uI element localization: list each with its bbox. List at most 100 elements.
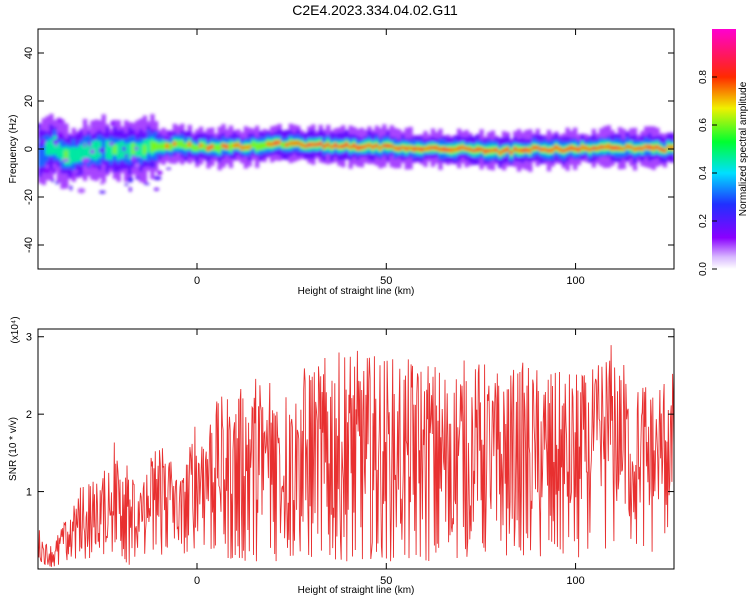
heatmap-cell xyxy=(183,143,189,150)
heatmap-cell xyxy=(561,149,567,152)
heatmap-cell xyxy=(520,149,525,152)
heatmap-cell xyxy=(621,147,626,151)
heatmap-cell xyxy=(131,142,136,155)
heatmap-cell xyxy=(299,142,305,147)
heatmap-cell xyxy=(629,145,634,150)
heatmap-cell xyxy=(591,147,597,150)
colorbar-gradient xyxy=(712,29,736,269)
heatmap-speckle xyxy=(55,181,59,185)
heatmap-speckle xyxy=(68,136,73,139)
heatmap-cell xyxy=(445,148,451,152)
heatmap-speckle xyxy=(134,147,139,150)
y-tick-label: -40 xyxy=(23,237,35,253)
heatmap-speckle xyxy=(99,190,106,194)
heatmap-cell xyxy=(64,150,69,162)
heatmap-cell xyxy=(438,148,443,151)
heatmap-cell xyxy=(539,148,544,151)
x-tick-label: 100 xyxy=(566,575,584,587)
heatmap-cell xyxy=(662,149,668,152)
heatmap-cell xyxy=(471,149,477,152)
heatmap-speckle xyxy=(38,143,45,148)
heatmap-speckle xyxy=(90,134,97,141)
heatmap-cell xyxy=(359,146,365,149)
colorbar: 0.0 0.2 0.4 0.6 0.8 Normalized spectral ampl… xyxy=(698,29,749,276)
heatmap-cell xyxy=(75,147,80,163)
heatmap-speckle xyxy=(83,142,86,148)
heatmap-cell xyxy=(531,146,537,149)
heatmap-cell xyxy=(165,143,170,149)
colorbar-tick-label: 0.4 xyxy=(698,166,709,180)
colorbar-ticks: 0.0 0.2 0.4 0.6 0.8 xyxy=(698,70,717,276)
heatmap-cell xyxy=(198,143,204,148)
heatmap-cell xyxy=(269,142,275,147)
heatmap-cell xyxy=(94,140,99,161)
heatmap-cell xyxy=(666,145,671,149)
heatmap-cell xyxy=(311,142,316,147)
heatmap-cell xyxy=(415,147,421,150)
heatmap-speckle xyxy=(134,163,140,168)
heatmap-speckle xyxy=(44,131,48,135)
heatmap-cell xyxy=(599,146,604,148)
heatmap-cell xyxy=(543,147,548,152)
heatmap-cell xyxy=(273,141,279,145)
heatmap-cell xyxy=(584,145,589,151)
heatmap-speckle xyxy=(94,128,103,131)
heatmap-cell xyxy=(554,146,559,149)
heatmap-cell xyxy=(572,147,578,150)
heatmap-cell xyxy=(71,147,77,163)
heatmap-cell xyxy=(79,144,84,162)
heatmap-speckle xyxy=(52,168,57,174)
figure-title: C2E4.2023.334.04.02.G11 xyxy=(292,2,458,18)
heatmap-cell xyxy=(647,145,653,149)
heatmap-cell xyxy=(348,145,353,150)
snr-line-series xyxy=(38,345,674,567)
heatmap-speckle xyxy=(92,163,95,169)
snr-y-multiplier: (x10⁴) xyxy=(10,316,21,343)
heatmap-speckle xyxy=(70,173,74,179)
heatmap-cell xyxy=(296,142,301,144)
heatmap-speckle xyxy=(40,139,46,145)
colorbar-label: Normalized spectral amplitude xyxy=(738,81,749,216)
heatmap-cell xyxy=(217,144,222,153)
heatmap-speckle xyxy=(57,132,64,138)
heatmap-cell xyxy=(479,148,484,151)
heatmap-cell xyxy=(176,141,181,147)
heatmap-speckle xyxy=(153,187,160,191)
x-tick-label: 100 xyxy=(566,275,584,287)
heatmap-speckle xyxy=(127,176,134,183)
heatmap-cell xyxy=(292,141,297,146)
heatmap-speckle xyxy=(78,131,82,137)
heatmap-speckle xyxy=(137,156,141,159)
heatmap-cell xyxy=(367,143,372,148)
heatmap-cell xyxy=(659,148,664,151)
heatmap-cell xyxy=(550,147,555,153)
heatmap-cell xyxy=(236,142,241,148)
heatmap-cell xyxy=(457,147,462,150)
heatmap-speckle xyxy=(139,163,148,166)
heatmap-cell xyxy=(161,142,166,150)
heatmap-cell xyxy=(670,145,674,150)
heatmap-cell xyxy=(243,145,249,149)
heatmap-cell xyxy=(528,148,533,153)
snr-y-axis: 1 2 3 xyxy=(26,332,674,499)
heatmap-cell xyxy=(127,142,133,160)
heatmap-speckle xyxy=(83,168,91,171)
snr-x-label: Height of straight line (km) xyxy=(298,585,415,596)
heatmap-cell xyxy=(427,145,432,151)
heatmap-cell xyxy=(187,142,192,147)
heatmap-cell xyxy=(82,142,88,158)
snr-y-label: SNR (10 * v/v) xyxy=(8,417,19,481)
heatmap-cell xyxy=(442,148,447,151)
heatmap-cell xyxy=(45,141,50,156)
heatmap-cell xyxy=(333,144,338,147)
snr-line xyxy=(38,345,674,567)
heatmap-cell xyxy=(374,144,380,147)
snr-panel: 0 50 100 123 Height of straight line (km) … xyxy=(8,316,675,596)
heatmap-cell xyxy=(617,147,623,150)
heatmap-speckle xyxy=(38,122,41,129)
heatmap-speckle xyxy=(142,132,150,135)
heatmap-cell xyxy=(213,144,219,151)
heatmap-cell xyxy=(513,147,518,151)
heatmap-cell xyxy=(606,144,611,149)
